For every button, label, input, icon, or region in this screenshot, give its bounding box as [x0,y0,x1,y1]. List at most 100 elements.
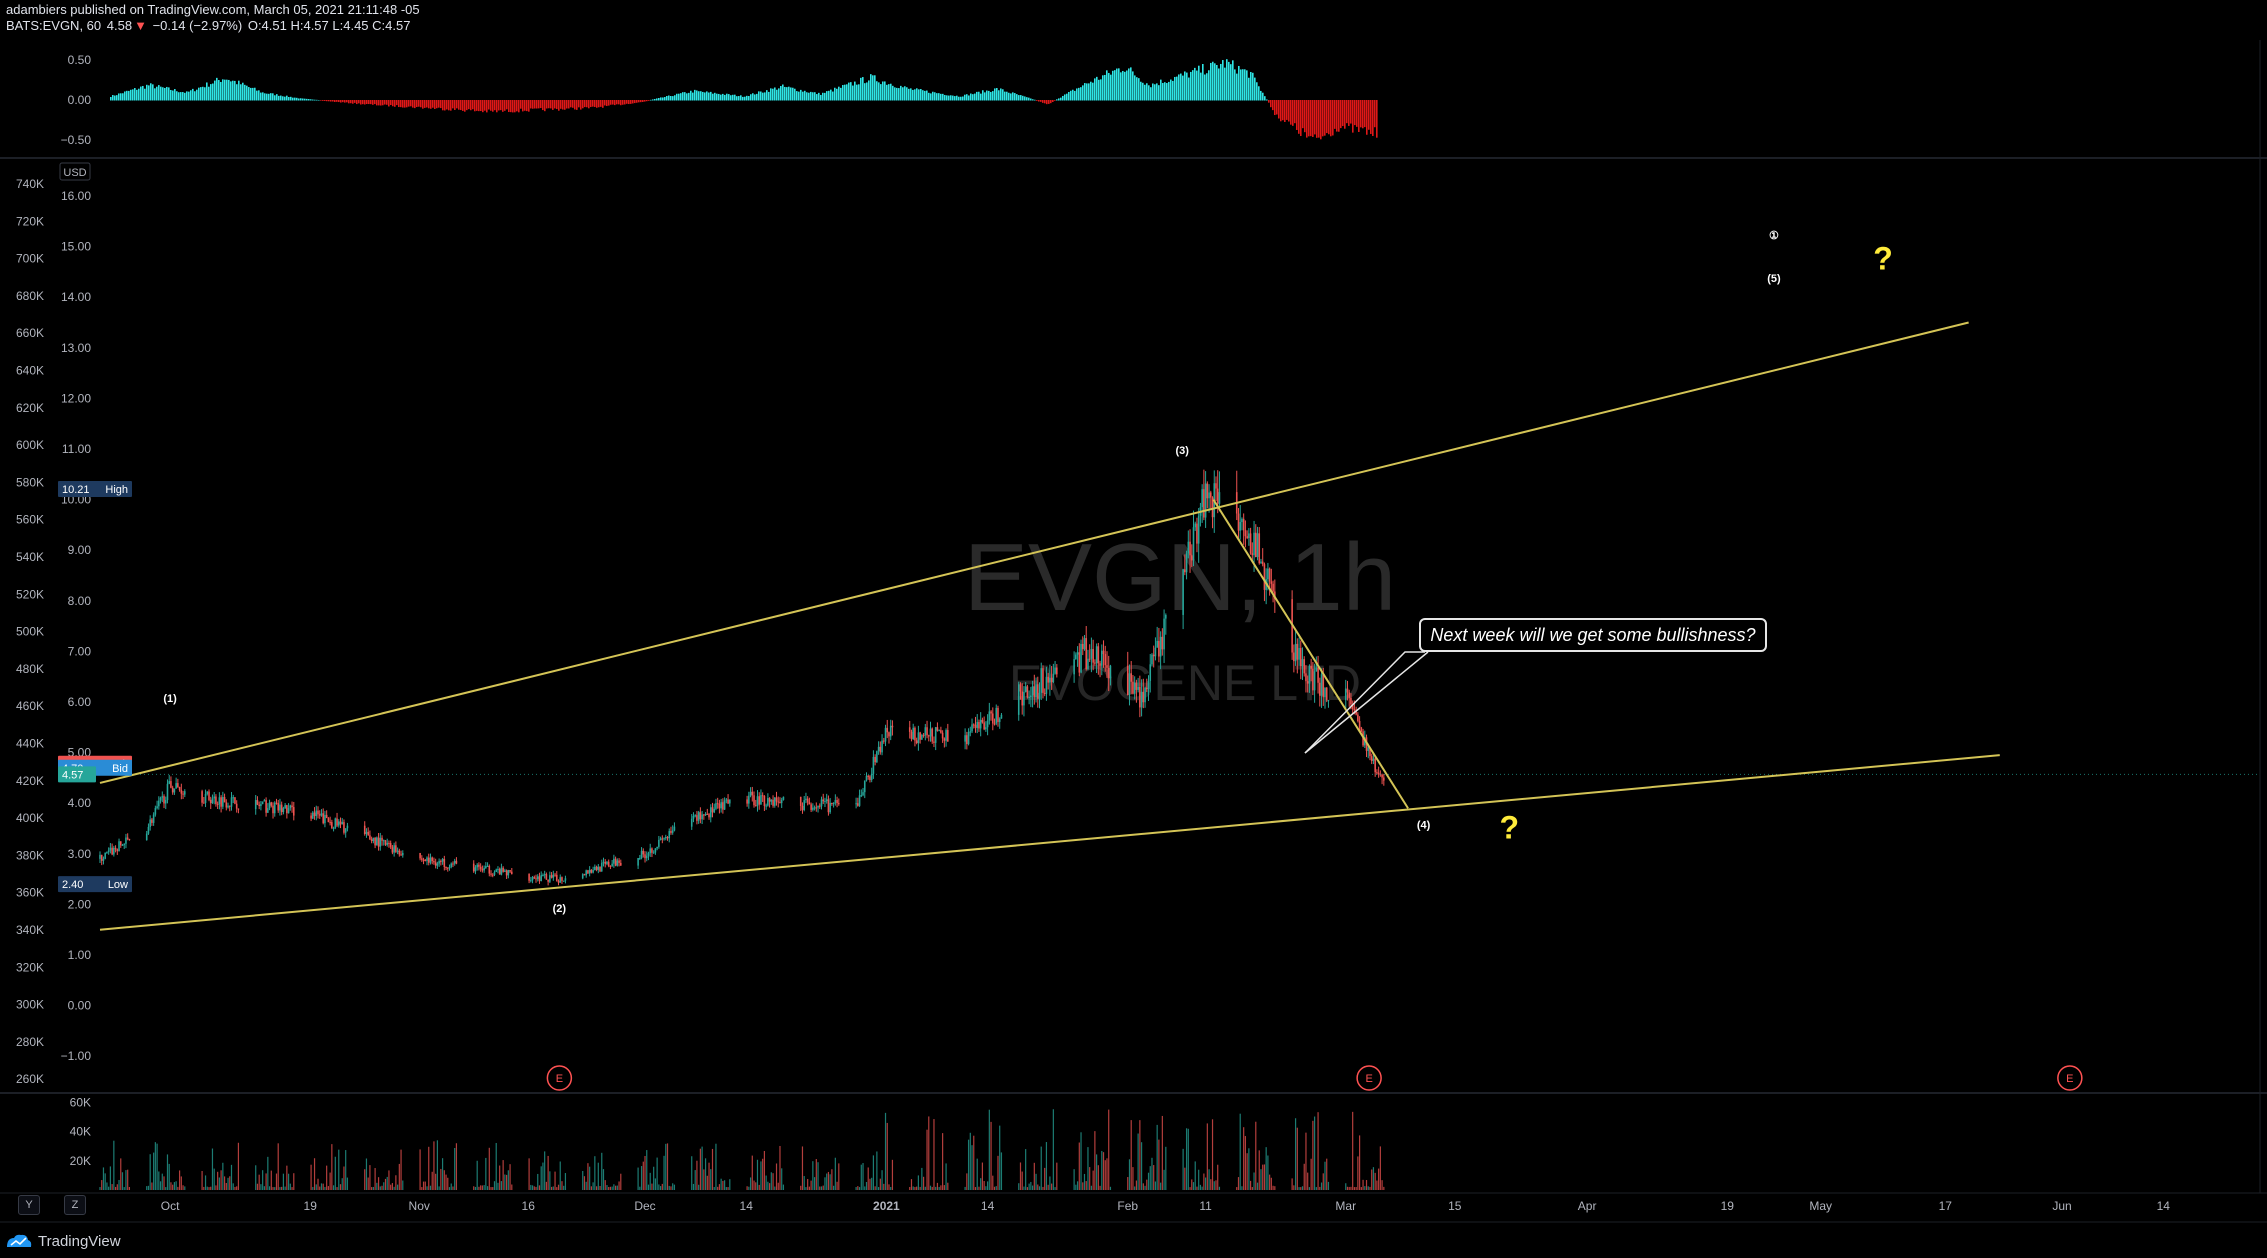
volume-bars [99,1109,1385,1190]
trendline-wave4 [1212,499,1409,809]
oscillator-axis-tick: 0.50 [68,53,92,67]
price-axis-tick: 12.00 [61,391,91,405]
last-price: 4.58 [106,18,133,33]
price-badge-bg [58,480,132,497]
wave-label: (2) [553,903,567,915]
volume-profile-tick: 560K [16,513,44,527]
question-mark: ? [1873,240,1893,276]
volume-profile-tick: 540K [16,550,44,564]
price-badge-value: 4.57 [62,769,83,781]
volume-profile-tick: 600K [16,438,44,452]
footer: TradingView [6,1229,121,1253]
symbol-name: BATS:EVGN, 60 [6,18,102,33]
earnings-marker: E [1365,1073,1372,1085]
time-axis-tick: 2021 [873,1199,900,1213]
volume-profile-tick: 300K [16,998,44,1012]
price-axis-tick: 0.00 [68,999,92,1013]
volume-profile-tick: 620K [16,401,44,415]
callout-pointer-2 [1304,651,1429,754]
ohlc-values: O:4.51 H:4.57 L:4.45 C:4.57 [247,18,411,33]
trendline-upper [99,321,1969,784]
volume-profile-tick: 280K [16,1035,44,1049]
price-axis-tick: 13.00 [61,341,91,355]
price-badge-value: 2.40 [62,879,83,891]
footer-brand: TradingView [38,1232,121,1250]
down-arrow-icon: ▼ [134,18,147,33]
price-badge-value: 10.21 [62,484,90,496]
time-axis-tick: 15 [1448,1199,1462,1213]
time-axis-tick: Mar [1335,1199,1356,1213]
volume-axis-tick: 60K [70,1095,91,1109]
price-badge-bg [58,766,96,783]
volume-profile-tick: 680K [16,289,44,303]
price-axis-tick: 14.00 [61,290,91,304]
time-axis-tick: Jun [2052,1199,2071,1213]
price-axis-tick: 9.00 [68,543,92,557]
time-axis-tick: 19 [1721,1199,1735,1213]
time-axis-tick: Feb [1117,1199,1138,1213]
earnings-marker: E [2066,1073,2073,1085]
price-axis-tick: 1.00 [68,948,92,962]
price-axis-tick: −1.00 [61,1049,92,1063]
time-axis-tick: Nov [409,1199,430,1213]
price-axis-tick: 8.00 [68,594,92,608]
time-axis-tick: 11 [1199,1199,1212,1213]
earnings-marker: E [556,1073,563,1085]
time-axis-tick: Apr [1578,1199,1597,1213]
time-axis-tick: May [1809,1199,1832,1213]
time-axis-tick: 19 [304,1199,318,1213]
time-axis-tick: 14 [2157,1199,2171,1213]
oscillator-axis-tick: −0.50 [61,133,92,147]
volume-profile-tick: 520K [16,587,44,601]
volume-profile-tick: 360K [16,886,44,900]
trendline-lower [99,754,2000,931]
chart-header: adambiers published on TradingView.com, … [6,2,420,34]
price-axis-tick: 3.00 [68,847,92,861]
volume-profile-tick: 400K [16,811,44,825]
wave-label: (1) [163,693,177,705]
price-badge-tag: High [105,484,128,496]
symbol-line: BATS:EVGN, 60 4.58 ▼ −0.14 (−2.97%) O:4.5… [6,18,420,34]
earnings-marker-circle [546,1065,573,1091]
wave-label: (4) [1417,820,1431,832]
time-axis-tick: 17 [1939,1199,1953,1213]
price-badge-tag: Bid [112,763,128,775]
time-axis-tick: Oct [161,1199,180,1213]
time-axis-tick: 14 [981,1199,995,1213]
volume-profile-tick: 320K [16,960,44,974]
wave-label: (3) [1176,445,1190,457]
price-axis-tick: 7.00 [68,644,92,658]
callout-box[interactable]: Next week will we get some bullishness? [1419,618,1767,652]
earnings-marker-circle [1356,1065,1382,1091]
currency-label-box [59,162,91,181]
oscillator-axis-tick: 0.00 [68,93,92,107]
volume-profile-tick: 640K [16,364,44,378]
volume-profile-tick: 460K [16,699,44,713]
log-scale-button[interactable]: Y [18,1195,40,1215]
watermark-ticker: EVGN, 1h [964,524,1396,631]
volume-profile-tick: 500K [16,625,44,639]
volume-profile-tick: 260K [16,1072,44,1086]
oscillator-histogram [110,59,1378,140]
volume-profile-tick: 440K [16,737,44,751]
volume-profile-tick: 720K [16,214,44,228]
price-badge-tag: Low [108,879,128,891]
auto-scale-button[interactable]: Z [64,1195,86,1215]
volume-profile-tick: 660K [16,326,44,340]
publisher-line: adambiers published on TradingView.com, … [6,2,420,17]
time-axis-tick: 16 [522,1199,536,1213]
price-badge-bg [58,876,132,893]
volume-profile-tick: 700K [16,252,44,266]
time-axis-tick: Dec [634,1199,655,1213]
volume-axis-tick: 20K [70,1154,91,1168]
volume-profile-tick: 340K [16,923,44,937]
time-axis-tick: 14 [740,1199,754,1213]
question-mark: ? [1499,810,1519,846]
tradingview-logo-icon [7,1234,32,1247]
price-change: −0.14 (−2.97%) [152,18,243,33]
currency-label: USD [63,167,86,179]
callout-pointer [1304,651,1425,754]
volume-profile-tick: 740K [16,177,44,191]
earnings-marker-circle [2057,1065,2083,1091]
